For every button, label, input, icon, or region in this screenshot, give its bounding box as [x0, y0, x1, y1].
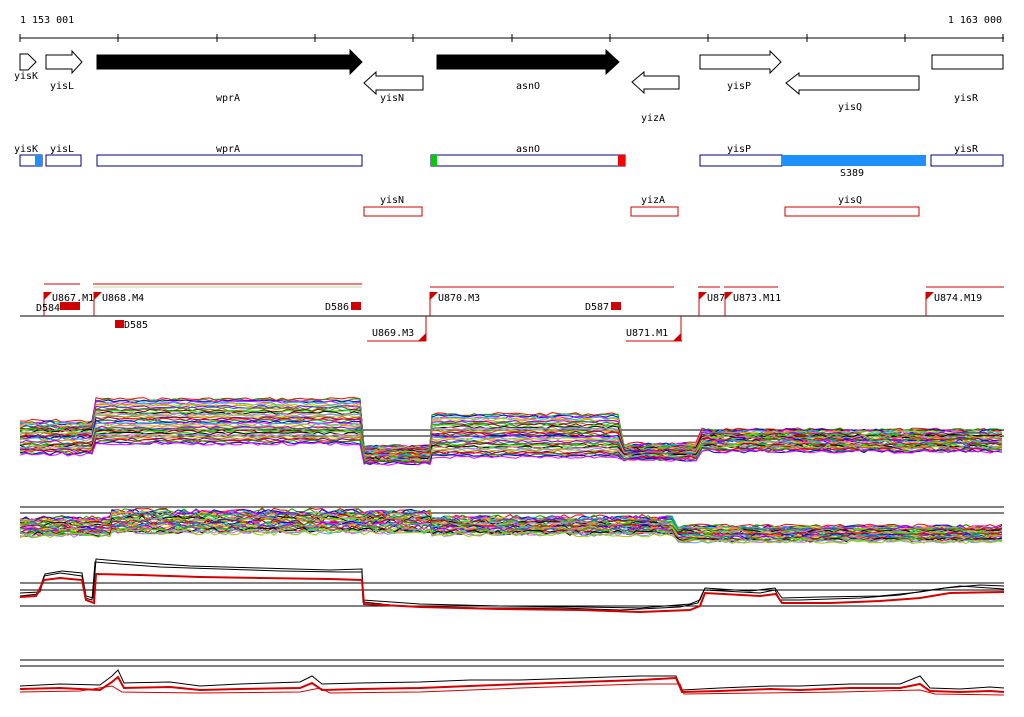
expression-profile-line — [19, 440, 1003, 466]
reverse-label-yisQ: yisQ — [838, 195, 862, 206]
expression-profile-line — [19, 434, 1003, 464]
reverse-annotation-track: yisN yizA yisQ — [363, 195, 920, 217]
coordinate-ruler: 1 153 001 1 163 000 — [19, 15, 1004, 42]
gene-label-yizA: yizA — [641, 113, 665, 124]
svg-text:U870.M3: U870.M3 — [438, 293, 480, 304]
forward-label-yisK: yisK — [14, 144, 38, 155]
expression-profile-line — [19, 409, 1003, 454]
reverse-box-yisQ[interactable] — [784, 206, 920, 217]
reverse-box-yizA[interactable] — [630, 206, 679, 217]
gene-arrow-yisL[interactable] — [45, 49, 83, 75]
feature-block — [35, 155, 42, 166]
upshift-U867[interactable]: U867.M1 — [43, 292, 94, 316]
svg-text:D584: D584 — [36, 303, 60, 314]
gene-track: yisK yisL wprA yisN asnO yizA yisP yisQ … — [14, 48, 1004, 124]
upshift-U869[interactable]: U869.M3 — [372, 316, 427, 341]
gene-label-asnO: asnO — [516, 81, 540, 92]
gene-arrow-yisQ[interactable] — [785, 71, 920, 96]
feature-label: S389 — [840, 168, 864, 179]
forward-label-asnO: asnO — [516, 144, 540, 155]
downshift-D584[interactable]: D584 — [36, 302, 80, 314]
gene-arrow-yisK[interactable] — [19, 53, 37, 71]
gene-label-yisL: yisL — [50, 81, 74, 92]
expression-track-1 — [19, 397, 1004, 466]
svg-text:U871.M1: U871.M1 — [626, 328, 668, 339]
upshift-U874[interactable]: U874.M19 — [925, 292, 982, 316]
forward-box-yisP[interactable] — [699, 154, 783, 167]
upshift-U868[interactable]: U868.M4 — [93, 292, 144, 316]
expression-profile-line — [19, 410, 1003, 454]
reverse-label-yizA: yizA — [641, 195, 665, 206]
expression-profile-line — [19, 528, 1003, 544]
feature-block-S389 — [782, 155, 926, 166]
reverse-box-yisN[interactable] — [363, 206, 423, 217]
coord-start-label: 1 153 001 — [20, 15, 74, 26]
forward-box-yisR[interactable] — [930, 154, 1004, 167]
forward-label-yisR: yisR — [954, 144, 979, 155]
svg-text:D586: D586 — [325, 302, 349, 313]
expression-profile-line — [19, 438, 1003, 464]
forward-box-asnO[interactable] — [430, 154, 626, 167]
svg-text:U87: U87 — [707, 293, 725, 304]
gene-label-yisK: yisK — [14, 71, 38, 82]
forward-label-yisP: yisP — [727, 144, 751, 155]
expression-lines-2 — [19, 507, 1003, 545]
svg-text:D585: D585 — [124, 320, 148, 331]
shift-track: U867.M1 U868.M4 U870.M3 U87 U873.M11 U87… — [20, 283, 1004, 342]
expression-profile-line — [19, 405, 1003, 452]
stop-marker — [618, 155, 625, 166]
forward-label-yisL: yisL — [50, 144, 74, 155]
series-red-3 — [19, 572, 1005, 614]
forward-box-wprA[interactable] — [96, 154, 363, 167]
downshift-D585[interactable]: D585 — [115, 320, 148, 331]
expression-profile-line — [19, 439, 1003, 465]
gene-arrow-yisP[interactable] — [699, 49, 782, 75]
downshift-D586[interactable]: D586 — [325, 302, 361, 313]
series-red-4 — [19, 675, 1005, 694]
svg-text:U867.M1: U867.M1 — [52, 293, 94, 304]
gene-label-wprA: wprA — [216, 93, 240, 104]
expression-track-3 — [19, 558, 1005, 614]
expression-track-2 — [19, 506, 1004, 545]
gene-arrow-yisN[interactable] — [363, 70, 424, 96]
forward-box-yisL[interactable] — [45, 154, 82, 167]
svg-text:U873.M11: U873.M11 — [733, 293, 781, 304]
expression-profile-line — [19, 424, 1003, 459]
expression-profile-line — [19, 441, 1003, 466]
gene-label-yisR: yisR — [954, 93, 979, 104]
series-red-4b — [19, 683, 1005, 696]
svg-text:U874.M19: U874.M19 — [934, 293, 982, 304]
gene-arrow-asnO[interactable] — [436, 48, 620, 76]
expression-profile-line — [19, 437, 1003, 464]
svg-text:U868.M4: U868.M4 — [102, 293, 144, 304]
reverse-label-yisN: yisN — [380, 195, 404, 206]
forward-label-wprA: wprA — [216, 144, 240, 155]
expression-profile-line — [19, 402, 1003, 451]
series-black-4 — [19, 669, 1005, 691]
svg-text:D587: D587 — [585, 302, 609, 313]
gene-label-yisN: yisN — [380, 93, 404, 104]
coord-end-label: 1 163 000 — [948, 15, 1002, 26]
upshift-U870[interactable]: U870.M3 — [429, 292, 480, 316]
expression-profile-line — [19, 509, 1003, 530]
gene-label-yisQ: yisQ — [838, 102, 862, 113]
downshift-D587[interactable]: D587 — [585, 302, 621, 313]
forward-annotation-track: yisK yisL wprA asnO yisP S389 yisR — [14, 144, 1004, 179]
gene-box-yisR[interactable] — [931, 54, 1004, 70]
gene-arrow-yizA[interactable] — [631, 70, 680, 95]
expression-profile-line — [19, 528, 1003, 545]
svg-text:U869.M3: U869.M3 — [372, 328, 414, 339]
upshift-U871[interactable]: U871.M1 — [626, 316, 682, 341]
expression-track-4 — [19, 659, 1005, 696]
start-marker — [431, 155, 437, 166]
expression-lines-1 — [19, 397, 1003, 466]
upshift-U873[interactable]: U873.M11 — [724, 292, 781, 316]
gene-arrow-wprA[interactable] — [96, 48, 363, 76]
gene-label-yisP: yisP — [727, 81, 751, 92]
expression-profile-line — [19, 425, 1003, 459]
upshift-U872[interactable]: U87 — [698, 292, 725, 316]
